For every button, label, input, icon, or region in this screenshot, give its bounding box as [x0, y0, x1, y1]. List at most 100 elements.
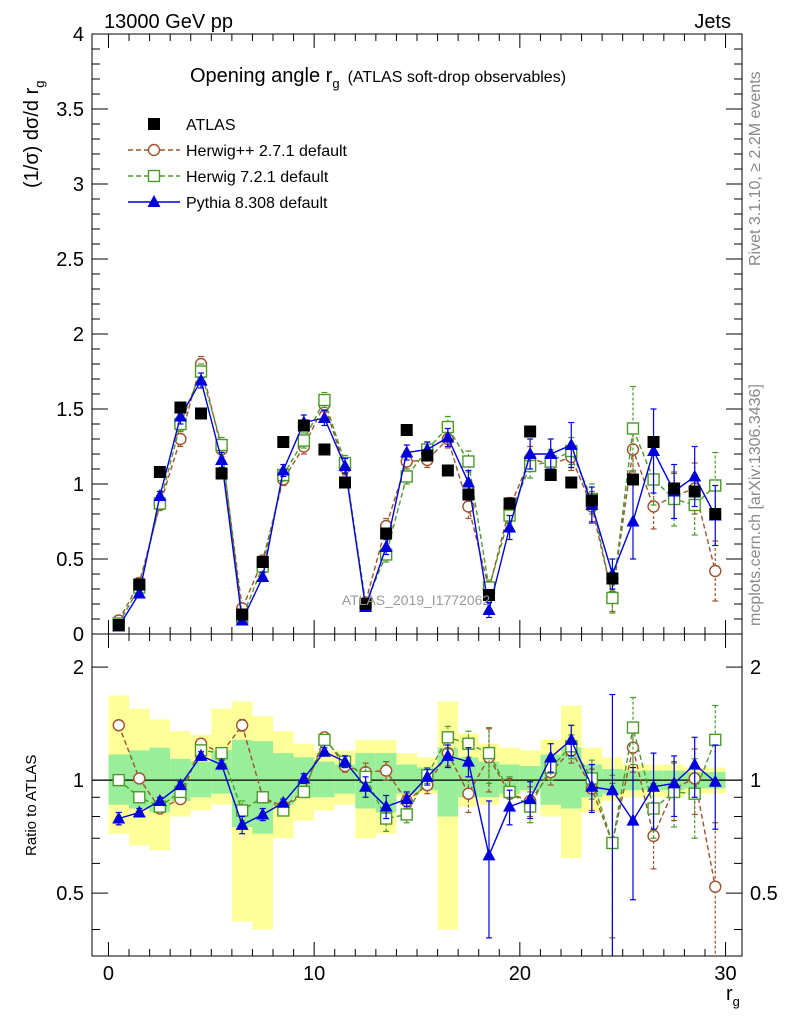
ratio-pythia-8-308-point	[647, 779, 661, 792]
ratio-pythia-8-308-point	[379, 799, 393, 812]
atlas-point	[174, 401, 187, 414]
uncertainty-band-green	[519, 766, 541, 791]
atlas-point	[565, 476, 578, 489]
ratio-pythia-8-308-point	[173, 778, 187, 791]
atlas-point	[112, 619, 125, 631]
ratio-herwig-7-2-1-point	[297, 785, 311, 799]
atlas-point	[297, 419, 310, 432]
uncertainty-band-green	[190, 761, 212, 798]
atlas-point	[400, 424, 413, 436]
header-energy-label: 13000 GeV pp	[104, 11, 233, 33]
pythia-8-308-point	[400, 445, 414, 458]
atlas-point	[462, 488, 475, 501]
ratio-herwig-7-2-1-point	[112, 773, 125, 787]
atlas-point	[503, 497, 516, 510]
ratio-y-tick-label-right: 1	[750, 770, 761, 792]
ratio-herwig-7-2-1-point	[133, 791, 146, 804]
atlas-point	[688, 485, 701, 498]
uncertainty-band-green	[273, 753, 294, 805]
pythia-8-308-point	[256, 570, 270, 582]
ratio-herwig-7-2-1-point	[400, 808, 413, 821]
atlas-point	[133, 578, 146, 591]
atlas-point	[195, 407, 208, 420]
atlas-point	[236, 608, 249, 621]
ratio-herwig-7-2-1-point	[626, 721, 640, 734]
ratio-herwig-2-7-1-point	[133, 772, 146, 785]
ratio-herwig-2-7-1-point	[709, 880, 722, 893]
legend-marker	[147, 143, 161, 157]
legend-marker	[148, 118, 160, 130]
atlas-point	[380, 527, 393, 540]
herwig-7-2-1-point	[606, 591, 619, 605]
plot-title-sub: g	[332, 76, 339, 91]
ratio-pythia-8-308-point	[132, 805, 146, 818]
atlas-point	[585, 494, 598, 507]
ratio-pythia-8-308-point	[338, 754, 352, 767]
plot-title-main: Opening angle r	[190, 65, 333, 87]
ratio-pythia-8-308-point	[688, 757, 702, 770]
uncertainty-band-green	[314, 761, 335, 798]
ratio-herwig-7-2-1-point	[709, 733, 722, 747]
y-tick-label: 3	[73, 174, 84, 196]
pythia-8-308-point	[441, 430, 455, 443]
pythia-8-308-point	[215, 453, 229, 465]
pythia-8-308-point	[317, 411, 331, 423]
y-tick-label: 1.5	[56, 399, 84, 421]
pythia-8-308-point	[544, 447, 558, 459]
ratio-y-tick-label: 0.5	[56, 883, 84, 905]
pythia-8-308-point	[626, 514, 640, 527]
y-tick-label: 0	[73, 624, 84, 646]
header-jets-label: Jets	[694, 11, 731, 33]
ratio-y-tick-label: 2	[73, 657, 84, 679]
herwig-2-7-1-point	[709, 564, 722, 578]
pythia-8-308-point	[688, 469, 702, 482]
y-tick-label: 0.5	[56, 549, 84, 571]
legend-label: Herwig 7.2.1 default	[186, 169, 329, 186]
pythia-8-308-point	[153, 489, 167, 501]
rivet-version-label: Rivet 3.1.10, ≥ 2.2M events	[747, 71, 764, 266]
uncertainty-band-green	[211, 750, 232, 794]
mcplots-label: mcplots.cern.ch [arXiv:1306.3436]	[747, 384, 764, 626]
ratio-herwig-2-7-1-point	[112, 719, 125, 732]
ratio-pythia-8-308-point	[112, 811, 126, 824]
uncertainty-band-green	[334, 764, 356, 794]
ratio-pythia-8-308-point	[194, 748, 208, 761]
ratio-pythia-8-308-point	[359, 779, 373, 792]
herwig-7-2-1-point	[626, 422, 640, 435]
atlas-point	[359, 598, 372, 610]
x-axis-label-sub: g	[733, 994, 740, 1009]
ratio-herwig-7-2-1-point	[482, 746, 496, 760]
ratio-pythia-8-308-point	[667, 776, 681, 789]
main-ylabel-sub: g	[32, 81, 47, 88]
atlas-point	[339, 476, 352, 489]
legend-item-pythia-8-308: Pythia 8.308 default	[128, 195, 328, 212]
ratio-herwig-2-7-1-point	[235, 719, 249, 732]
x-tick-label: 30	[714, 963, 736, 985]
ratio-pythia-8-308-point	[585, 779, 599, 792]
atlas-point	[441, 464, 454, 477]
ratio-pythia-8-308-point	[420, 769, 434, 782]
atlas-point	[524, 425, 537, 438]
main-panel: 0 0.5 1 1.5 2 2.5 3 3.5 4	[56, 24, 743, 646]
atlas-point	[709, 508, 722, 520]
ratio-pythia-8-308-point	[441, 748, 455, 761]
legend-label: Herwig++ 2.7.1 default	[186, 143, 348, 160]
atlas-point	[153, 466, 166, 478]
pythia-8-308-point	[276, 463, 290, 476]
ratio-pythia-8-308-line	[118, 738, 716, 858]
ratio-pythia-8-308-point	[317, 744, 331, 757]
y-tick-label: 3.5	[56, 99, 84, 121]
ratio-pythia-8-308-point	[297, 771, 311, 784]
ratio-y-tick-label-right: 0.5	[750, 883, 778, 905]
ratio-herwig-7-2-1-point	[215, 746, 228, 760]
legend-item-atlas: ATLAS	[148, 117, 236, 134]
pythia-8-308-point	[647, 444, 661, 456]
ratio-panel: 0 10 20 30 0.5 0.5 1 1 2 2	[56, 633, 778, 985]
ratio-y-tick-label: 1	[73, 770, 84, 792]
ratio-pythia-8-308-series	[112, 693, 722, 956]
x-axis-label: rg	[726, 983, 740, 1009]
ratio-pythia-8-308-point	[215, 757, 229, 770]
legend-item-herwig-2-7-1: Herwig++ 2.7.1 default	[128, 143, 348, 160]
herwig-2-7-1-point	[647, 500, 660, 513]
atlas-point	[215, 467, 228, 480]
